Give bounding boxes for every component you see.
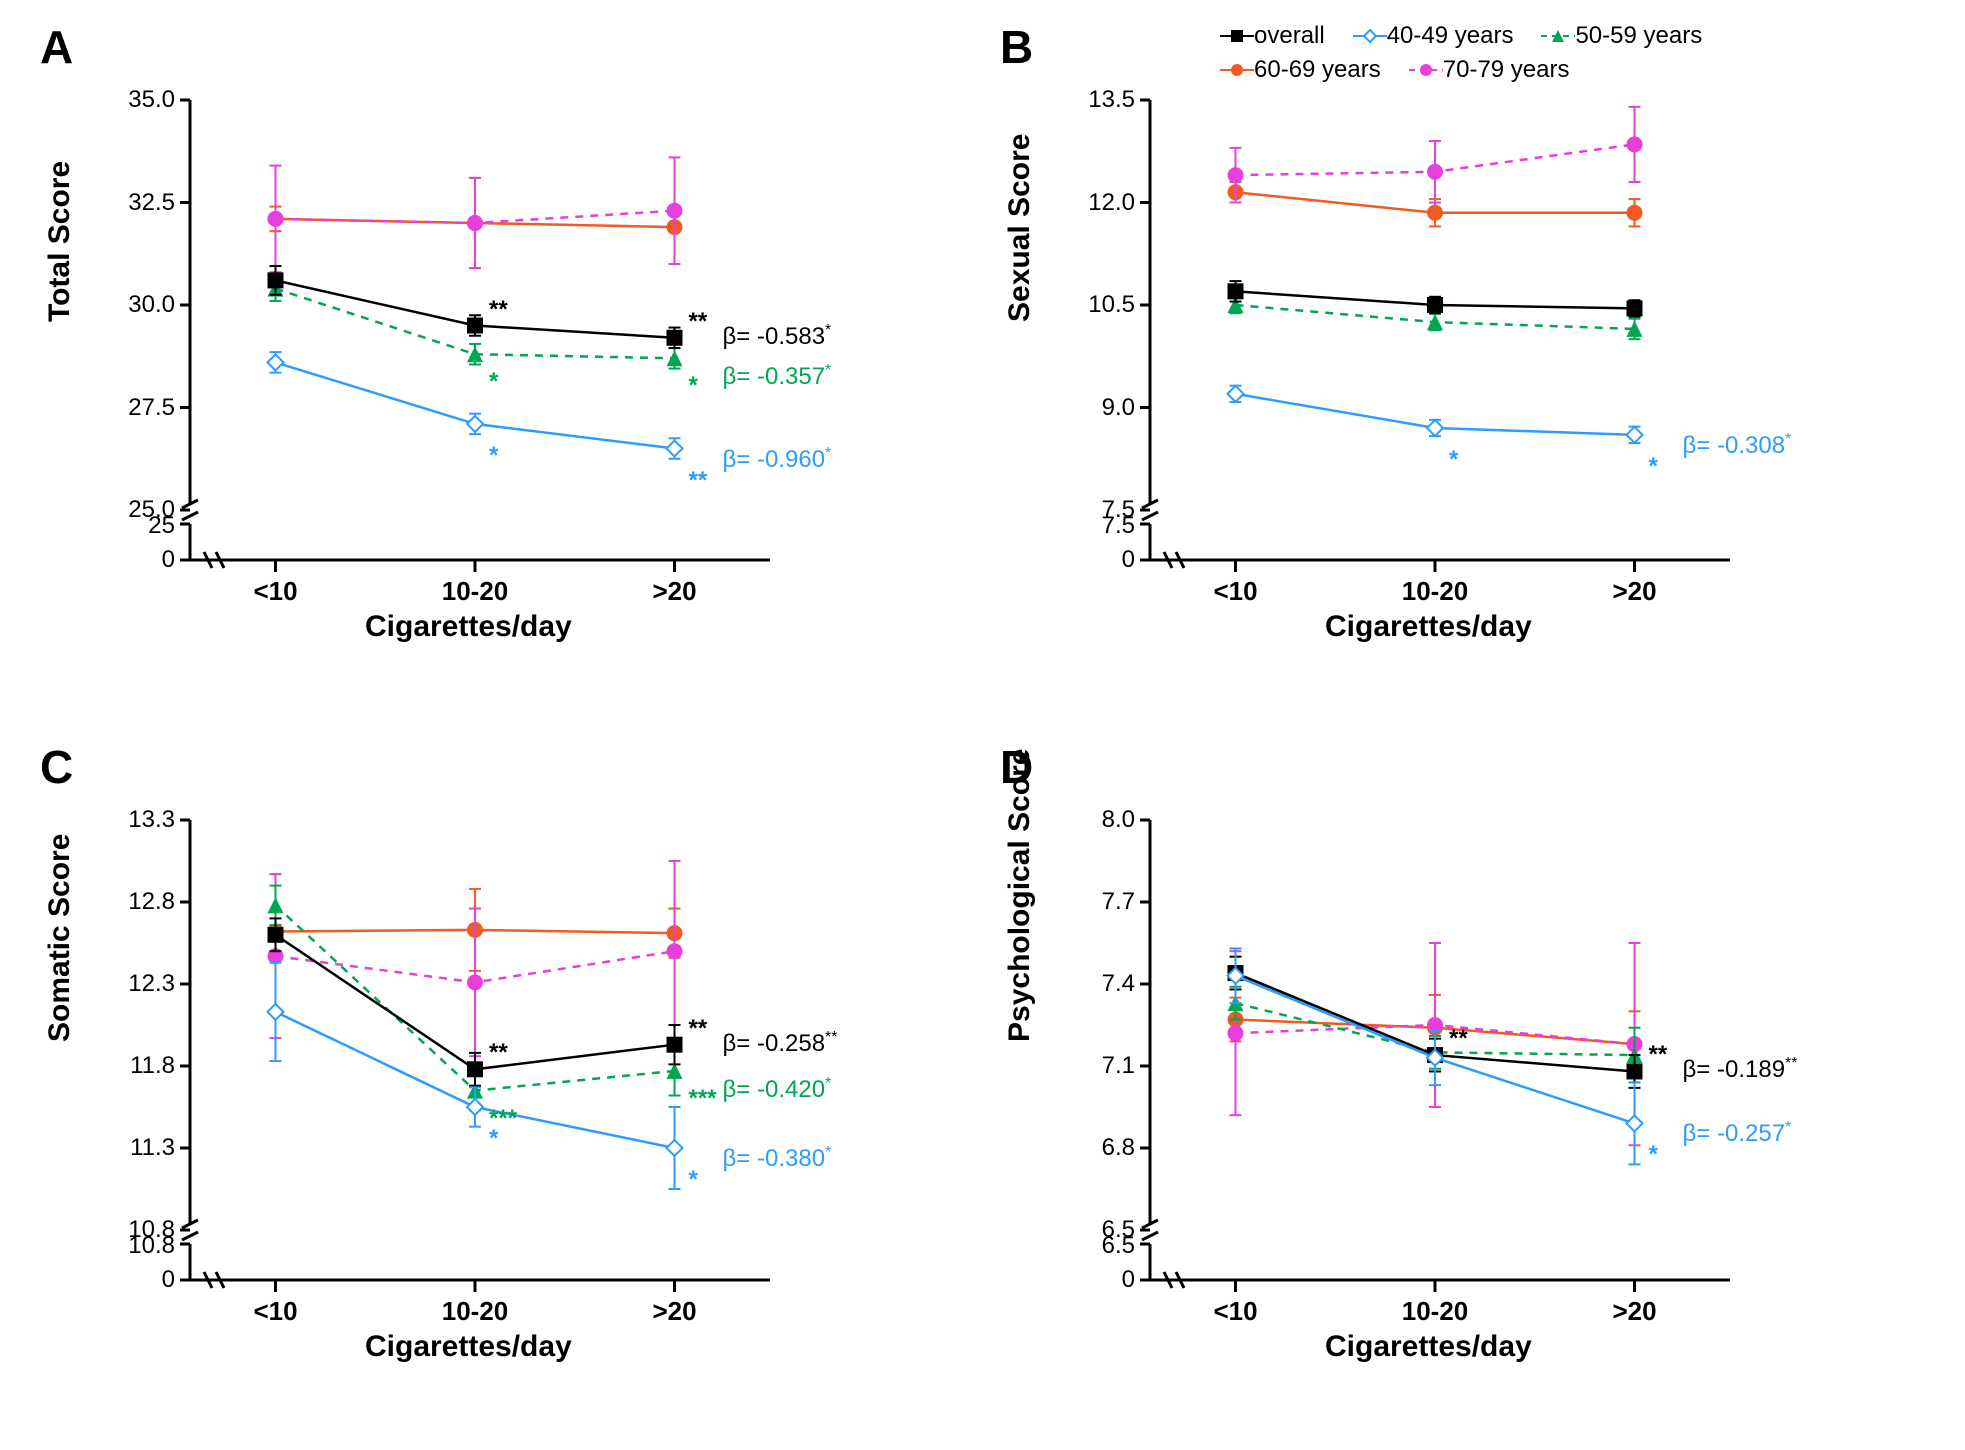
y-tick-label: 9.0 bbox=[1070, 394, 1135, 422]
y-tick-label: 12.3 bbox=[110, 970, 175, 998]
beta-annotation: β= -0.308* bbox=[1683, 431, 1792, 460]
y-tick-label: 7.1 bbox=[1070, 1052, 1135, 1080]
x-tick-label: <10 bbox=[1196, 1296, 1276, 1327]
y-tick-label: 7.4 bbox=[1070, 970, 1135, 998]
y-tick-label: 30.0 bbox=[110, 291, 175, 319]
significance-marker: * bbox=[489, 442, 498, 470]
panel-label: A bbox=[40, 20, 73, 74]
y-tick-label: 0 bbox=[110, 1266, 175, 1294]
beta-annotation: β= -0.357* bbox=[723, 362, 832, 391]
x-tick-label: 10-20 bbox=[1395, 576, 1475, 607]
y-tick-label: 11.3 bbox=[110, 1134, 175, 1162]
significance-marker: ** bbox=[689, 308, 708, 336]
legend-label: 40-49 years bbox=[1387, 22, 1514, 50]
y-tick-label: 6.5 bbox=[1070, 1232, 1135, 1260]
y-tick-label: 7.7 bbox=[1070, 888, 1135, 916]
significance-marker: *** bbox=[689, 1085, 717, 1113]
panel-c: CSomatic ScoreCigarettes/day10.811.311.8… bbox=[40, 750, 960, 1400]
beta-annotation: β= -0.257* bbox=[1683, 1119, 1792, 1148]
x-tick-label: <10 bbox=[236, 576, 316, 607]
y-tick-label: 8.0 bbox=[1070, 806, 1135, 834]
y-tick-label: 25 bbox=[110, 512, 175, 540]
x-tick-label: >20 bbox=[635, 1296, 715, 1327]
legend-item: 70-79 years bbox=[1409, 56, 1570, 84]
legend-item: overall bbox=[1220, 22, 1325, 50]
x-tick-label: >20 bbox=[635, 576, 715, 607]
legend-label: 70-79 years bbox=[1443, 56, 1570, 84]
panel-b: BSexual ScoreCigarettes/day7.59.010.512.… bbox=[1000, 30, 1920, 680]
y-tick-label: 10.5 bbox=[1070, 291, 1135, 319]
y-tick-label: 6.8 bbox=[1070, 1134, 1135, 1162]
legend-item: 60-69 years bbox=[1220, 56, 1381, 84]
x-tick-label: <10 bbox=[236, 1296, 316, 1327]
significance-marker: ** bbox=[1649, 1041, 1668, 1069]
significance-marker: * bbox=[689, 372, 698, 400]
x-tick-label: 10-20 bbox=[435, 576, 515, 607]
panel-d: DPsychological ScoreCigarettes/day6.56.8… bbox=[1000, 750, 1920, 1400]
legend-label: 60-69 years bbox=[1254, 56, 1381, 84]
x-tick-label: >20 bbox=[1595, 576, 1675, 607]
panel-label: B bbox=[1000, 20, 1033, 74]
x-tick-label: 10-20 bbox=[435, 1296, 515, 1327]
x-tick-label: <10 bbox=[1196, 576, 1276, 607]
legend-item: 40-49 years bbox=[1353, 22, 1514, 50]
beta-annotation: β= -0.258** bbox=[723, 1029, 838, 1058]
panel-label: C bbox=[40, 740, 73, 794]
y-tick-label: 13.5 bbox=[1070, 86, 1135, 114]
x-axis-title: Cigarettes/day bbox=[1325, 610, 1532, 644]
y-tick-label: 11.8 bbox=[110, 1052, 175, 1080]
legend-label: overall bbox=[1254, 22, 1325, 50]
significance-marker: ** bbox=[1449, 1025, 1468, 1053]
y-tick-label: 35.0 bbox=[110, 86, 175, 114]
significance-marker: * bbox=[489, 368, 498, 396]
y-tick-label: 13.3 bbox=[110, 806, 175, 834]
chart-legend: overall 40-49 years 50-59 years 60-69 years… bbox=[1220, 22, 1920, 86]
y-tick-label: 7.5 bbox=[1070, 512, 1135, 540]
significance-marker: ** bbox=[489, 296, 508, 324]
significance-marker: * bbox=[689, 1166, 698, 1194]
significance-marker: ** bbox=[489, 1039, 508, 1067]
y-tick-label: 0 bbox=[1070, 1266, 1135, 1294]
beta-annotation: β= -0.960* bbox=[723, 445, 832, 474]
significance-marker: ** bbox=[689, 1015, 708, 1043]
y-tick-label: 0 bbox=[1070, 546, 1135, 574]
y-tick-label: 12.8 bbox=[110, 888, 175, 916]
y-tick-label: 32.5 bbox=[110, 189, 175, 217]
y-tick-label: 27.5 bbox=[110, 394, 175, 422]
y-tick-label: 0 bbox=[110, 546, 175, 574]
y-tick-label: 10.8 bbox=[110, 1232, 175, 1260]
panel-a: ATotal ScoreCigarettes/day25.027.530.032… bbox=[40, 30, 960, 680]
significance-marker: * bbox=[1649, 453, 1658, 481]
significance-marker: ** bbox=[689, 467, 708, 495]
beta-annotation: β= -0.189** bbox=[1683, 1055, 1798, 1084]
figure-container: { "legend": { "items": [ {"label":"overa… bbox=[0, 0, 1965, 1450]
beta-annotation: β= -0.583* bbox=[723, 322, 832, 351]
beta-annotation: β= -0.380* bbox=[723, 1144, 832, 1173]
significance-marker: * bbox=[1449, 446, 1458, 474]
legend-label: 50-59 years bbox=[1575, 22, 1702, 50]
y-tick-label: 12.0 bbox=[1070, 189, 1135, 217]
x-tick-label: 10-20 bbox=[1395, 1296, 1475, 1327]
x-axis-title: Cigarettes/day bbox=[365, 610, 572, 644]
x-axis-title: Cigarettes/day bbox=[1325, 1330, 1532, 1364]
x-axis-title: Cigarettes/day bbox=[365, 1330, 572, 1364]
beta-annotation: β= -0.420* bbox=[723, 1075, 832, 1104]
significance-marker: * bbox=[1649, 1141, 1658, 1169]
legend-item: 50-59 years bbox=[1541, 22, 1702, 50]
significance-marker: *** bbox=[489, 1105, 517, 1133]
x-tick-label: >20 bbox=[1595, 1296, 1675, 1327]
